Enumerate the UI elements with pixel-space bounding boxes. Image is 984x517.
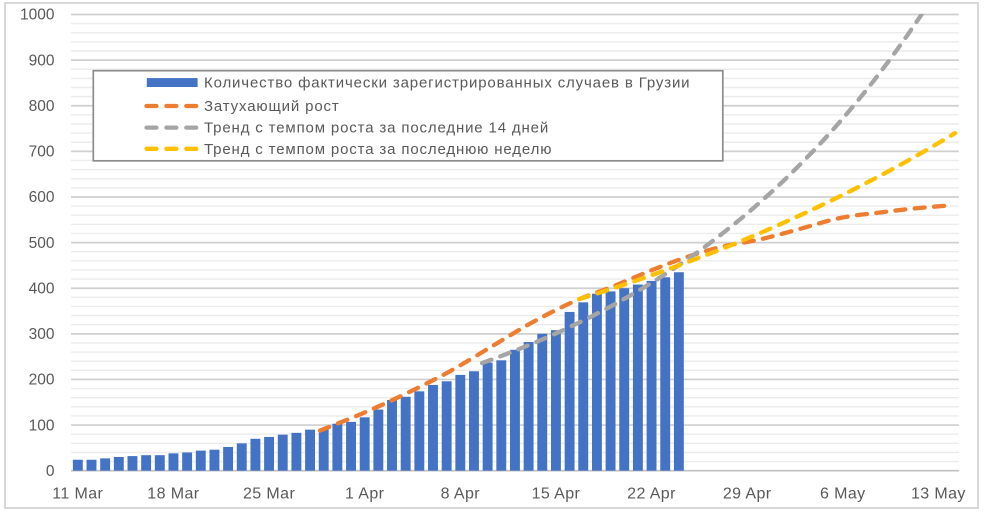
svg-text:Тренд с темпом роста за послед: Тренд с темпом роста за последние 14 дне… — [204, 120, 549, 137]
svg-text:1 Apr: 1 Apr — [345, 486, 385, 503]
svg-text:6 May: 6 May — [820, 486, 866, 503]
svg-text:Затухающий рост: Затухающий рост — [204, 98, 340, 115]
svg-text:500: 500 — [29, 235, 55, 252]
svg-text:1000: 1000 — [20, 7, 55, 24]
svg-text:Тренд с темпом роста за послед: Тренд с темпом роста за последнюю неделю — [204, 141, 552, 158]
svg-text:22 Apr: 22 Apr — [627, 486, 676, 503]
svg-text:18 Mar: 18 Mar — [147, 486, 199, 503]
svg-text:11 Mar: 11 Mar — [52, 486, 103, 503]
svg-text:200: 200 — [29, 372, 55, 389]
svg-text:300: 300 — [29, 326, 55, 343]
svg-text:25 Mar: 25 Mar — [243, 486, 295, 503]
svg-text:29 Apr: 29 Apr — [723, 486, 772, 503]
svg-text:900: 900 — [29, 52, 55, 69]
svg-text:100: 100 — [29, 417, 55, 434]
svg-text:800: 800 — [29, 98, 55, 115]
svg-text:15 Apr: 15 Apr — [532, 486, 581, 503]
svg-text:400: 400 — [29, 280, 55, 297]
svg-text:8 Apr: 8 Apr — [441, 486, 481, 503]
svg-text:0: 0 — [46, 463, 55, 480]
svg-text:13 May: 13 May — [911, 486, 966, 503]
svg-text:600: 600 — [29, 189, 55, 206]
svg-text:700: 700 — [29, 144, 55, 161]
svg-text:Количество фактически зарегист: Количество фактически зарегистрированных… — [204, 75, 690, 92]
